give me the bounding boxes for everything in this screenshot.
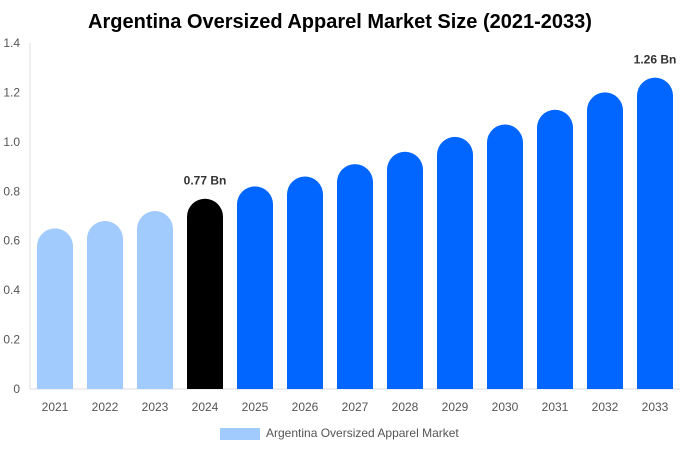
y-tick-label: 0.4 (3, 283, 20, 297)
x-tick-label: 2022 (92, 400, 119, 414)
legend: Argentina Oversized Apparel Market (220, 426, 459, 440)
data-label: 1.26 Bn (634, 53, 677, 67)
bar-2029 (437, 136, 473, 389)
chart-title: Argentina Oversized Apparel Market Size … (88, 11, 592, 33)
bar-2023 (137, 211, 173, 389)
data-label: 0.77 Bn (184, 174, 227, 188)
bar-2022 (87, 220, 123, 389)
y-tick-label: 0 (13, 382, 20, 396)
legend-swatch (220, 428, 260, 440)
y-tick-label: 0.8 (3, 184, 20, 198)
x-tick-label: 2032 (592, 400, 619, 414)
x-tick-label: 2033 (642, 400, 669, 414)
bar-2033 (637, 77, 673, 389)
y-tick-label: 1.0 (3, 135, 20, 149)
bar-2030 (487, 124, 523, 390)
y-tick-label: 0.2 (3, 333, 20, 347)
bar-2027 (337, 164, 373, 389)
legend-label: Argentina Oversized Apparel Market (266, 426, 459, 440)
x-tick-label: 2027 (342, 400, 369, 414)
x-tick-label: 2021 (42, 400, 69, 414)
x-tick-label: 2024 (192, 400, 219, 414)
y-tick-label: 0.6 (3, 234, 20, 248)
x-tick-label: 2023 (142, 400, 169, 414)
bar-2028 (387, 151, 423, 389)
x-tick-label: 2029 (442, 400, 469, 414)
bar-2032 (587, 92, 623, 389)
y-tick-label: 1.2 (3, 85, 20, 99)
x-tick-label: 2030 (492, 400, 519, 414)
bar-2025 (237, 186, 273, 389)
bar-2031 (537, 109, 573, 389)
bar-2026 (287, 176, 323, 389)
y-tick-label: 1.4 (3, 36, 20, 50)
bar-2024 (187, 198, 223, 389)
bar-2021 (37, 228, 73, 389)
x-tick-label: 2031 (542, 400, 569, 414)
x-tick-label: 2025 (242, 400, 269, 414)
x-tick-label: 2028 (392, 400, 419, 414)
x-tick-label: 2026 (292, 400, 319, 414)
